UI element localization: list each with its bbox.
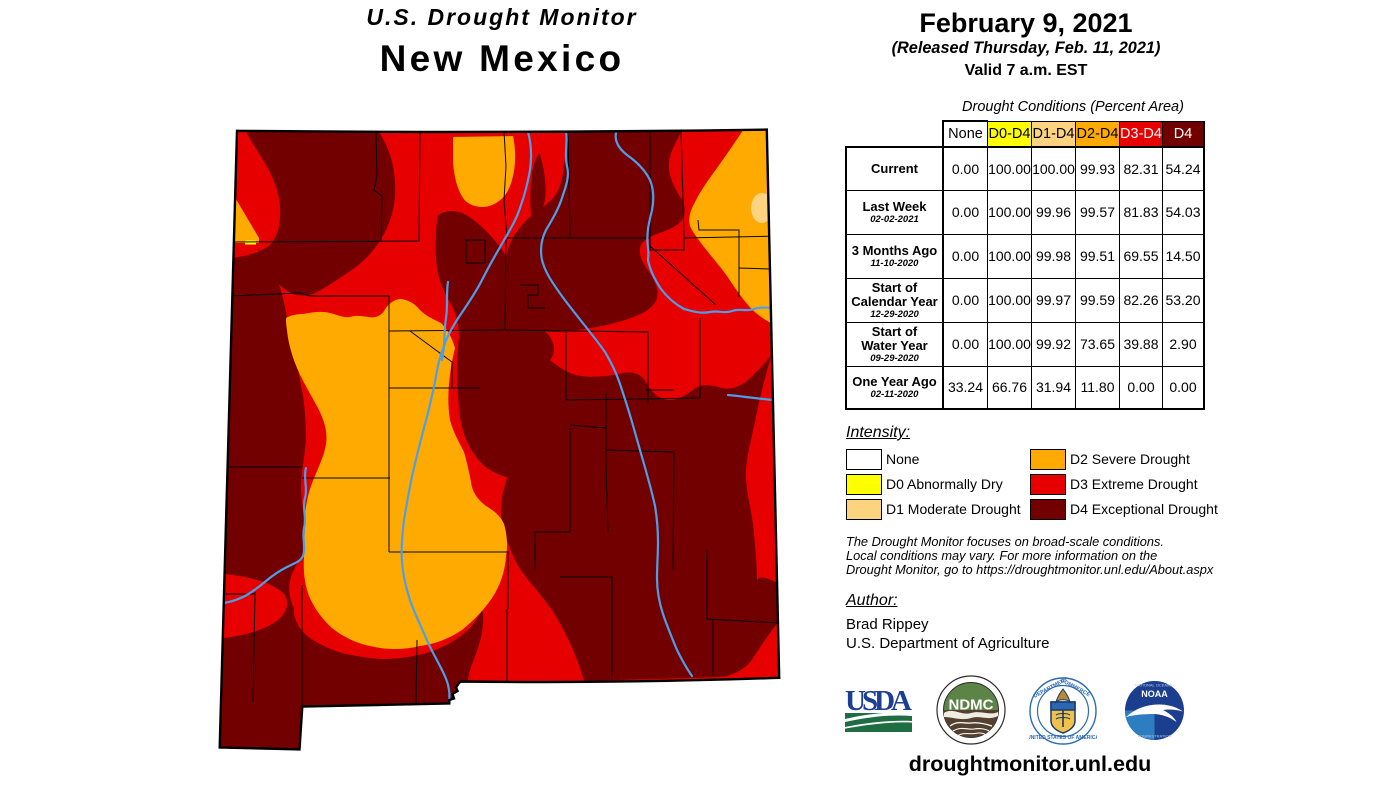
svg-text:USDA: USDA <box>845 686 912 717</box>
svg-text:NATIONAL OCEANIC: NATIONAL OCEANIC <box>1135 683 1174 688</box>
svg-text:NOAA: NOAA <box>1141 689 1168 699</box>
svg-text:ADMINISTRATION: ADMINISTRATION <box>1138 734 1172 739</box>
svg-text:UNITED STATES OF AMERICA: UNITED STATES OF AMERICA <box>1029 735 1097 741</box>
svg-text:NDMC: NDMC <box>949 697 994 714</box>
